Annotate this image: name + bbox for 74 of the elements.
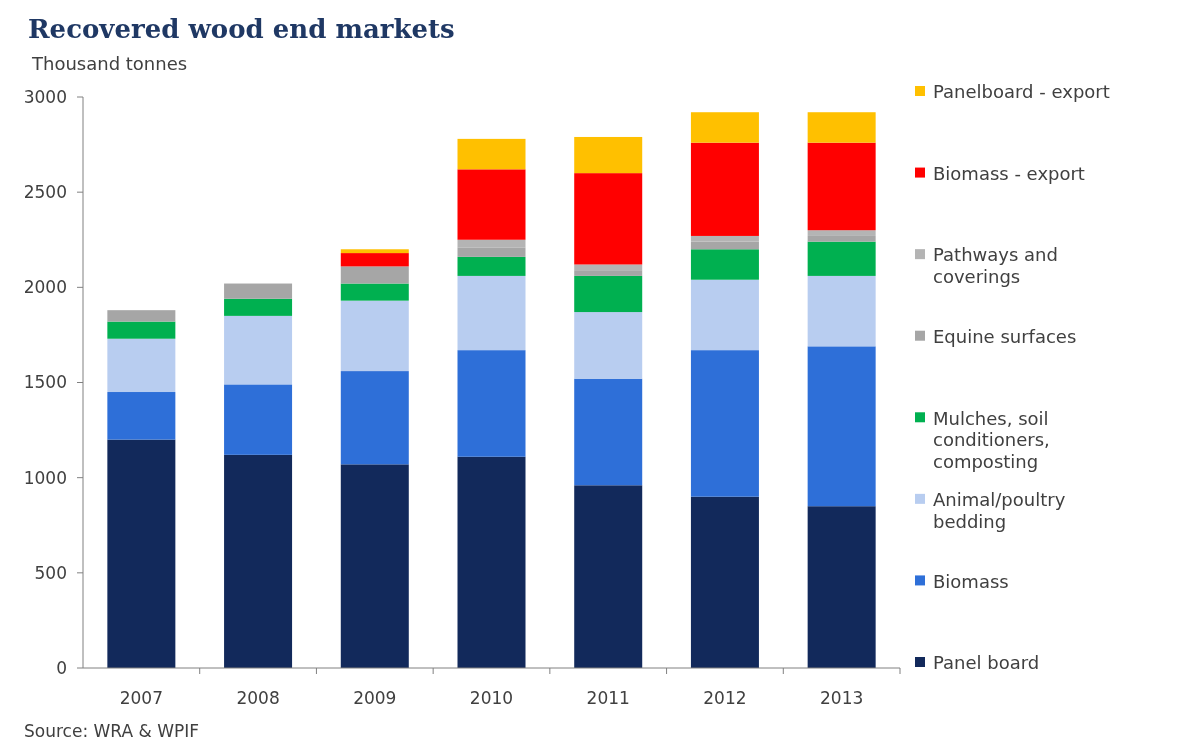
bar <box>457 239 526 248</box>
bar <box>457 275 526 351</box>
legend-label: Animal/poultry bedding <box>933 489 1066 532</box>
bar <box>690 235 759 242</box>
y-tick-label: 0 <box>56 657 67 678</box>
bar <box>807 275 876 347</box>
legend-label: Panel board <box>933 652 1040 674</box>
chart-title: Recovered wood end markets <box>28 14 455 44</box>
bar <box>574 173 643 265</box>
bar <box>457 138 526 170</box>
bar <box>107 310 176 322</box>
legend-label: Biomass - export <box>933 162 1085 184</box>
legend-label: Mulches, soil conditioners, composting <box>933 407 1050 472</box>
bar <box>807 142 876 231</box>
x-tick-label: 2007 <box>119 688 163 708</box>
bar <box>690 112 759 143</box>
bar <box>574 275 643 313</box>
bar <box>690 241 759 250</box>
y-tick-label: 3000 <box>23 86 67 107</box>
bar <box>340 464 409 668</box>
bar <box>107 321 176 339</box>
bar <box>340 266 409 284</box>
source-note: Source: WRA & WPIF <box>24 721 199 741</box>
bar <box>340 249 409 254</box>
bar <box>574 270 643 276</box>
bar <box>224 283 293 299</box>
bar <box>224 315 293 385</box>
bar <box>574 378 643 486</box>
bar <box>107 439 176 668</box>
y-tick-label: 2500 <box>23 182 67 203</box>
x-tick-label: 2013 <box>820 688 864 708</box>
y-tick-label: 1500 <box>23 372 67 393</box>
bar <box>574 136 643 174</box>
bar <box>107 338 176 393</box>
x-tick-label: 2009 <box>353 688 397 708</box>
bar <box>690 249 759 280</box>
x-tick-label: 2011 <box>586 688 630 708</box>
bar <box>807 346 876 507</box>
bar <box>457 247 526 257</box>
bar <box>224 384 293 455</box>
bar <box>807 506 876 668</box>
y-tick-label: 500 <box>34 562 67 583</box>
x-tick-label: 2012 <box>703 688 747 708</box>
legend-label: Panelboard - export <box>933 81 1110 103</box>
bar <box>340 283 409 301</box>
bar <box>457 456 526 668</box>
bar <box>807 235 876 242</box>
legend-label: Equine surfaces <box>933 326 1077 348</box>
bar <box>457 350 526 457</box>
x-tick-label: 2008 <box>236 688 280 708</box>
bar <box>807 230 876 236</box>
bar <box>690 350 759 497</box>
bar <box>224 298 293 316</box>
bar <box>107 392 176 440</box>
bar <box>457 256 526 276</box>
legend-label: Pathways and coverings <box>933 244 1058 288</box>
bar <box>690 496 759 668</box>
bar <box>574 485 643 668</box>
y-tick-label: 2000 <box>23 277 67 298</box>
y-tick-label: 1000 <box>23 467 67 488</box>
bar <box>807 241 876 276</box>
y-axis-title: Thousand tonnes <box>31 53 188 74</box>
bar <box>340 371 409 465</box>
bar <box>690 279 759 351</box>
legend-label: Biomass <box>933 570 1009 592</box>
x-tick-label: 2010 <box>469 688 514 708</box>
bar <box>690 142 759 236</box>
bar <box>574 312 643 379</box>
bar <box>340 300 409 372</box>
bar <box>457 169 526 240</box>
bar <box>224 454 293 668</box>
bar <box>807 112 876 143</box>
bar <box>340 253 409 267</box>
bar <box>574 264 643 271</box>
